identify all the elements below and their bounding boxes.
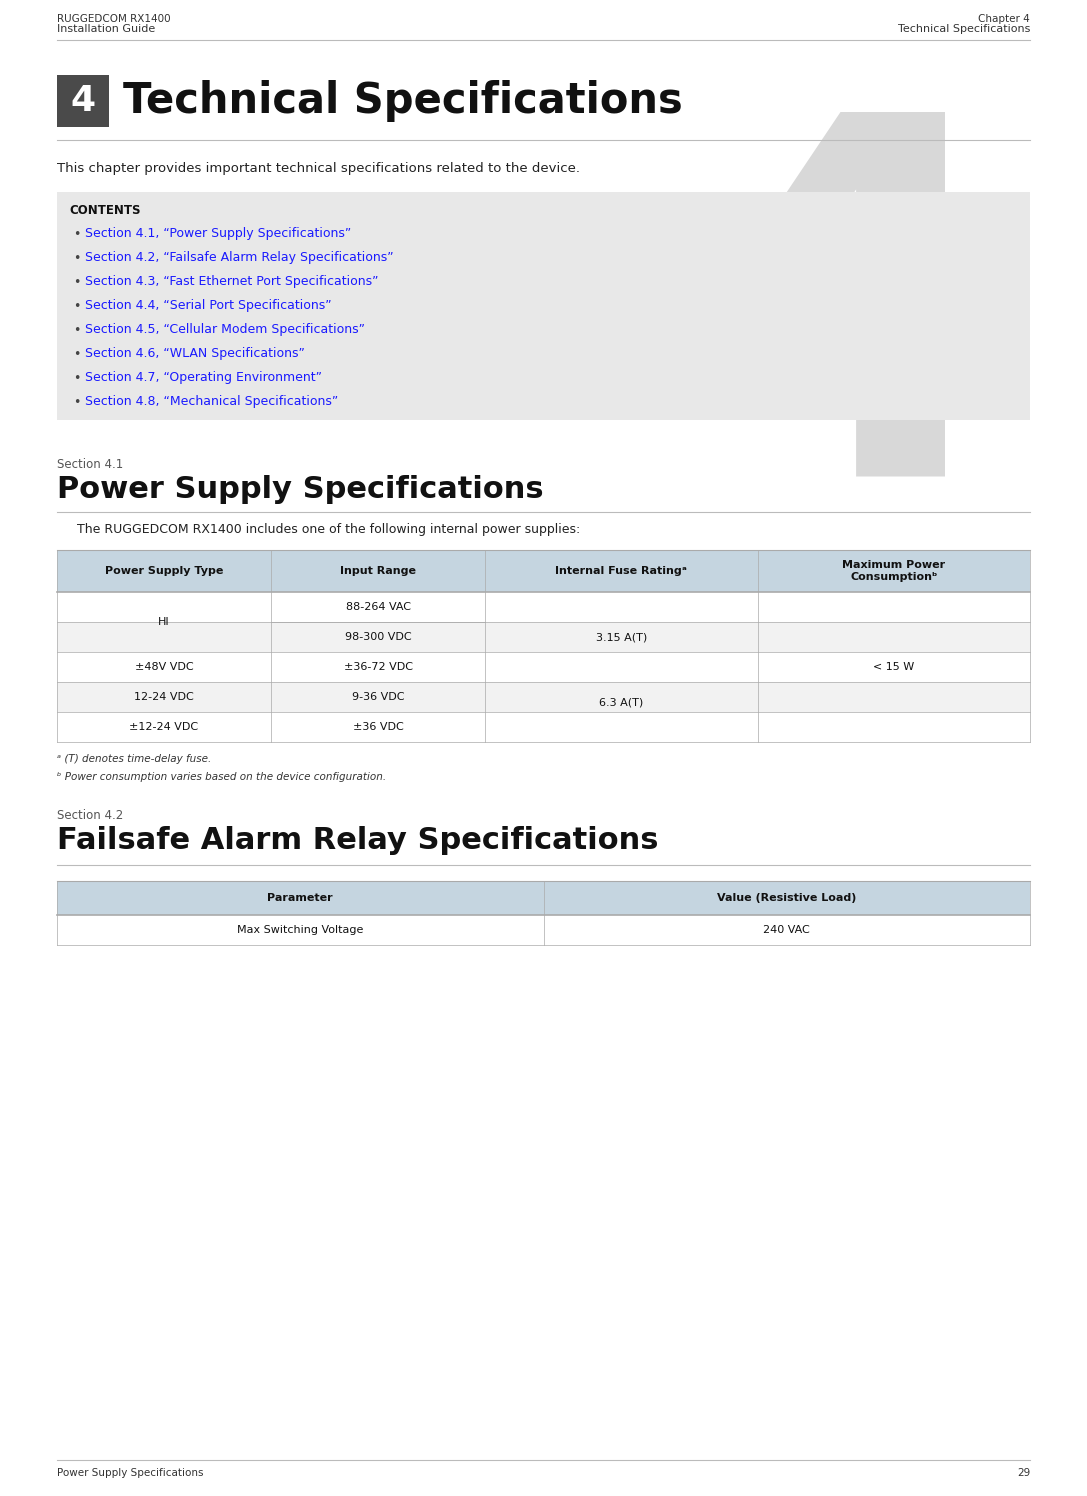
Text: 4: 4 (672, 96, 1020, 579)
Text: Installation Guide: Installation Guide (57, 24, 155, 34)
Text: •: • (73, 325, 80, 337)
Text: Value (Resistive Load): Value (Resistive Load) (717, 893, 857, 904)
Text: Technical Specifications: Technical Specifications (123, 79, 683, 123)
Text: Power Supply Type: Power Supply Type (104, 565, 223, 576)
Text: Maximum Power
Consumptionᵇ: Maximum Power Consumptionᵇ (842, 560, 946, 582)
Bar (57, 592, 1030, 622)
Text: RUGGEDCOM RX1400: RUGGEDCOM RX1400 (57, 13, 171, 24)
Bar (57, 881, 1030, 916)
Text: Section 4.5, “Cellular Modem Specifications”: Section 4.5, “Cellular Modem Specificati… (85, 323, 365, 337)
Text: Section 4.4, “Serial Port Specifications”: Section 4.4, “Serial Port Specifications… (85, 299, 332, 313)
Bar (57, 622, 1030, 652)
Text: ±48V VDC: ±48V VDC (135, 663, 193, 672)
Text: Section 4.1: Section 4.1 (57, 458, 123, 471)
Text: 98-300 VDC: 98-300 VDC (345, 631, 411, 642)
Text: ᵇ Power consumption varies based on the device configuration.: ᵇ Power consumption varies based on the … (57, 772, 386, 782)
Text: •: • (73, 301, 80, 313)
Text: Technical Specifications: Technical Specifications (898, 24, 1030, 34)
Text: Power Supply Specifications: Power Supply Specifications (57, 1468, 203, 1478)
Text: < 15 W: < 15 W (873, 663, 914, 672)
Text: ᵃ (T) denotes time-delay fuse.: ᵃ (T) denotes time-delay fuse. (57, 754, 211, 764)
Text: Section 4.2, “Failsafe Alarm Relay Specifications”: Section 4.2, “Failsafe Alarm Relay Speci… (85, 251, 393, 263)
Text: Section 4.1, “Power Supply Specifications”: Section 4.1, “Power Supply Specification… (85, 227, 351, 239)
Text: Section 4.7, “Operating Environment”: Section 4.7, “Operating Environment” (85, 371, 322, 384)
Text: 4: 4 (71, 84, 96, 118)
Text: CONTENTS: CONTENTS (68, 203, 140, 217)
Text: Failsafe Alarm Relay Specifications: Failsafe Alarm Relay Specifications (57, 826, 659, 856)
Text: •: • (73, 251, 80, 265)
Text: ±12-24 VDC: ±12-24 VDC (129, 723, 199, 732)
Text: Section 4.8, “Mechanical Specifications”: Section 4.8, “Mechanical Specifications” (85, 395, 338, 408)
Text: 6.3 A(T): 6.3 A(T) (599, 697, 644, 708)
Text: 240 VAC: 240 VAC (763, 925, 810, 935)
Text: 3.15 A(T): 3.15 A(T) (596, 631, 647, 642)
Text: 12-24 VDC: 12-24 VDC (134, 693, 193, 702)
Bar (57, 916, 1030, 945)
Text: Max Switching Voltage: Max Switching Voltage (237, 925, 363, 935)
Text: Parameter: Parameter (267, 893, 333, 904)
Bar (57, 712, 1030, 742)
Text: 88-264 VAC: 88-264 VAC (346, 601, 411, 612)
Text: HI: HI (159, 616, 170, 627)
Bar (57, 551, 1030, 592)
Text: 9-36 VDC: 9-36 VDC (352, 693, 404, 702)
Text: Chapter 4: Chapter 4 (978, 13, 1030, 24)
Bar (57, 191, 1030, 420)
Bar (57, 652, 1030, 682)
Text: •: • (73, 275, 80, 289)
Text: The RUGGEDCOM RX1400 includes one of the following internal power supplies:: The RUGGEDCOM RX1400 includes one of the… (77, 524, 580, 536)
Text: Power Supply Specifications: Power Supply Specifications (57, 476, 544, 504)
Bar (57, 75, 109, 127)
Text: 29: 29 (1016, 1468, 1030, 1478)
Text: Internal Fuse Ratingᵃ: Internal Fuse Ratingᵃ (555, 565, 687, 576)
Text: Section 4.3, “Fast Ethernet Port Specifications”: Section 4.3, “Fast Ethernet Port Specifi… (85, 275, 378, 289)
Text: •: • (73, 227, 80, 241)
Text: Section 4.2: Section 4.2 (57, 809, 123, 821)
Text: •: • (73, 373, 80, 384)
Text: Input Range: Input Range (340, 565, 416, 576)
Bar (57, 682, 1030, 712)
Text: •: • (73, 349, 80, 361)
Text: ±36 VDC: ±36 VDC (352, 723, 403, 732)
Text: •: • (73, 396, 80, 408)
Text: Section 4.6, “WLAN Specifications”: Section 4.6, “WLAN Specifications” (85, 347, 304, 361)
Text: ±36-72 VDC: ±36-72 VDC (343, 663, 413, 672)
Text: This chapter provides important technical specifications related to the device.: This chapter provides important technica… (57, 162, 580, 175)
